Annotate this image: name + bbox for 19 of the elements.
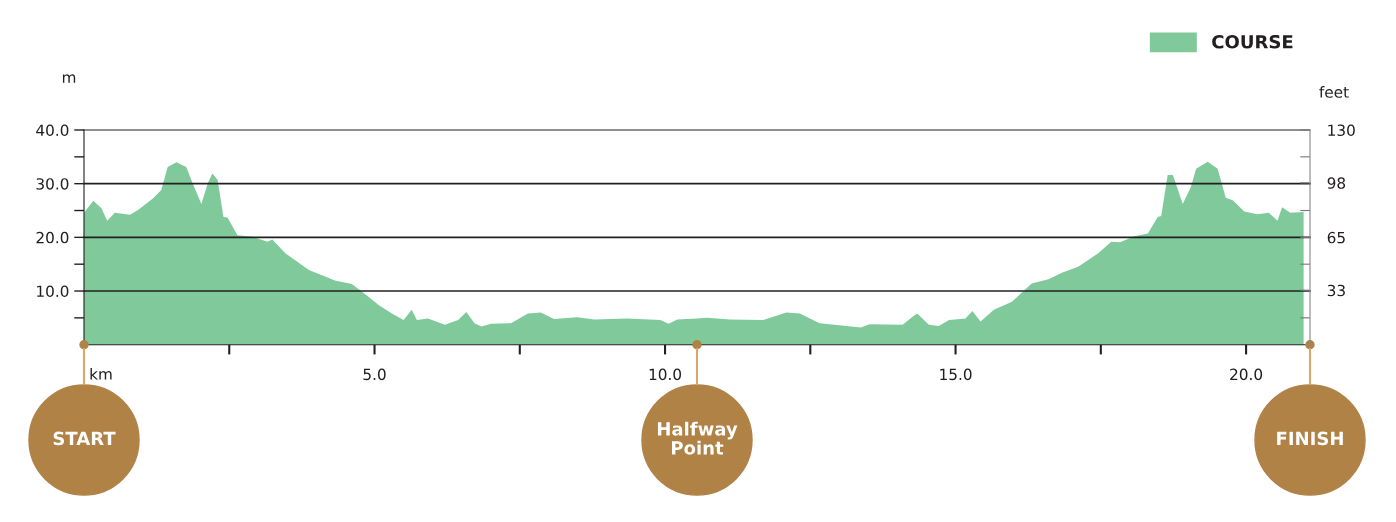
- y2-tick-label: 33: [1327, 284, 1345, 297]
- x-tick-label: 20.0: [1230, 368, 1263, 381]
- y2-tick-label: 65: [1327, 231, 1345, 244]
- y-tick-label: 30.0: [36, 178, 69, 190]
- y-tick-label: 10.0: [37, 285, 69, 298]
- x-tick-label: 5.0: [363, 368, 386, 381]
- x-tick-label: 10.0: [649, 368, 682, 381]
- x-tick-label: 15.0: [940, 368, 972, 381]
- text: FINISH: [1277, 431, 1343, 446]
- y-axis-title: m: [62, 74, 76, 83]
- legend-label: COURSE: [1212, 34, 1293, 49]
- y-tick-label: 40.0: [36, 124, 69, 137]
- y2-tick-label: 130: [1328, 124, 1355, 137]
- text: START: [53, 431, 116, 446]
- text: Halfway Point: [657, 421, 738, 455]
- y2-axis-title: feet: [1319, 86, 1349, 98]
- x-axis-title: km: [90, 368, 112, 380]
- y-tick-label: 20.0: [36, 231, 69, 244]
- y2-tick-label: 98: [1327, 177, 1346, 189]
